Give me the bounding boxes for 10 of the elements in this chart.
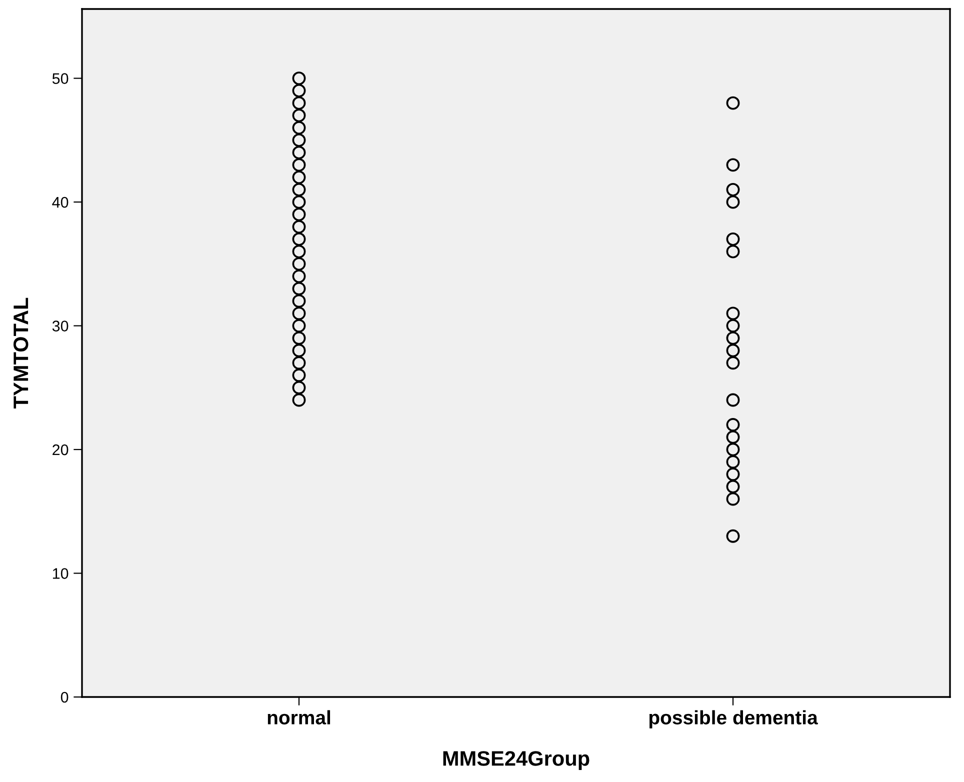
y-tick-label: 30 — [52, 320, 68, 332]
y-tick-label: 10 — [52, 568, 68, 579]
y-tick-label: 20 — [52, 444, 68, 456]
y-axis-title: TYMTOTAL — [14, 298, 28, 409]
x-axis-title: MMSE24Group — [443, 751, 590, 770]
y-tick-label: 50 — [52, 73, 68, 84]
y-tick-label: 40 — [52, 196, 68, 208]
y-tick-label: 0 — [60, 692, 68, 703]
x-tick-label: normal — [268, 710, 330, 724]
x-tick-label: possible dementia — [649, 710, 818, 728]
